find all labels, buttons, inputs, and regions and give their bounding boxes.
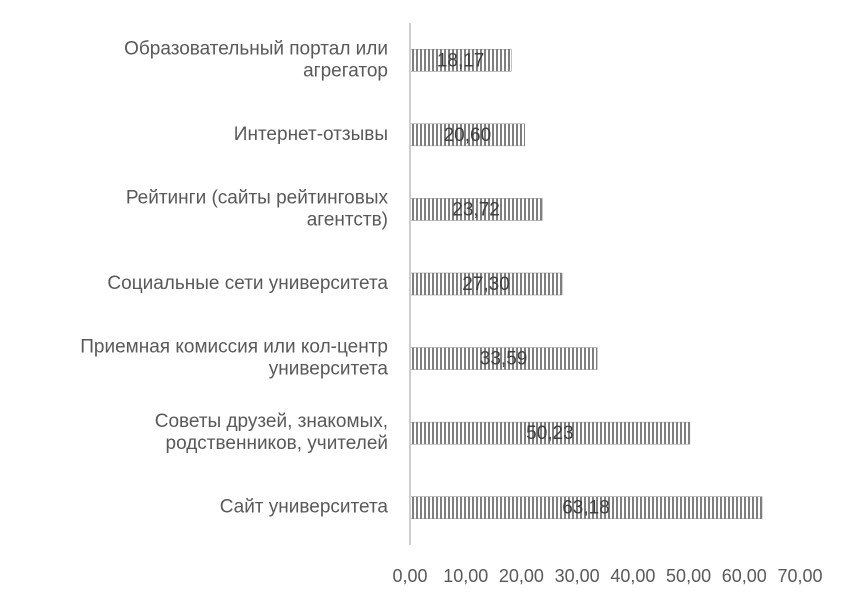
data-label: 20,60 <box>444 125 492 146</box>
data-label: 23,72 <box>452 199 500 220</box>
y-tick-label: Рейтинги (сайты рейтинговых агентств) <box>126 187 389 230</box>
x-tick-label: 70,00 <box>777 566 822 586</box>
data-label: 50,23 <box>526 423 574 444</box>
y-tick-label: Образовательный портал или агрегатор <box>124 38 388 81</box>
data-label: 63,18 <box>562 498 610 519</box>
y-tick-label: Интернет-отзывы <box>234 124 388 145</box>
data-label: 27,30 <box>462 274 510 295</box>
data-label: 18,17 <box>437 50 485 71</box>
y-tick-label: Советы друзей, знакомых, родственников, у… <box>155 411 388 454</box>
y-tick-label: Сайт университета <box>220 497 389 518</box>
x-tick-label: 20,00 <box>499 566 544 586</box>
x-tick-label: 0,00 <box>392 566 427 586</box>
y-tick-label: Социальные сети университета <box>107 273 388 294</box>
x-tick-label: 30,00 <box>555 566 600 586</box>
x-tick-label: 50,00 <box>666 566 711 586</box>
data-label: 33,59 <box>480 349 528 370</box>
x-tick-label: 10,00 <box>443 566 488 586</box>
y-tick-label: Приемная комиссия или кол-центр университ… <box>80 337 388 380</box>
x-tick-label: 40,00 <box>610 566 655 586</box>
x-tick-label: 60,00 <box>722 566 767 586</box>
